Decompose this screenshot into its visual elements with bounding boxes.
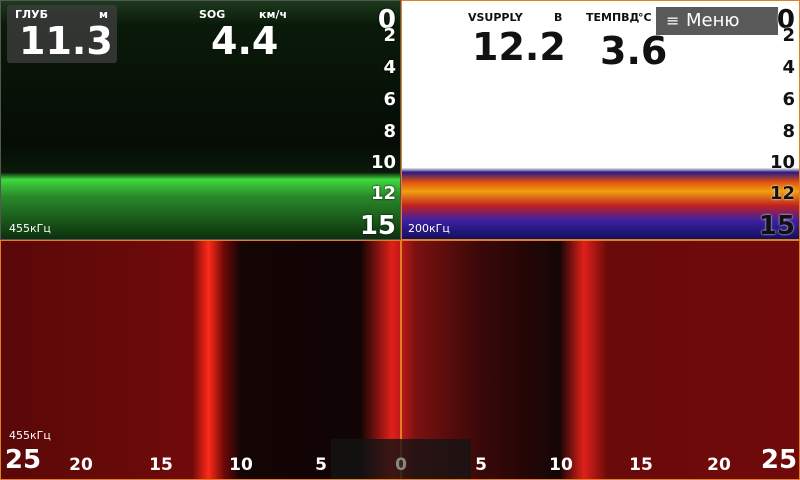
vsupply-label: VSUPPLY — [468, 11, 523, 24]
scale-label: 4 — [782, 57, 795, 78]
scale-label: 2 — [782, 25, 795, 46]
menu-button[interactable]: ≡ Меню — [656, 7, 778, 35]
temp-label: ТЕМПВД — [586, 11, 640, 24]
depth-value: 11.3 — [19, 19, 113, 63]
scale-label: 4 — [383, 57, 396, 78]
temp-value: 3.6 — [600, 29, 668, 73]
scale-label: 15 — [629, 455, 653, 475]
frequency: 455кГц — [9, 222, 51, 235]
scale-label: 10 — [229, 455, 253, 475]
side-imaging-pane: 455кГц 25 20 15 10 5 0 5 10 15 20 25 — [0, 240, 800, 480]
scale-label: 8 — [782, 121, 795, 142]
menu-label: Меню — [686, 10, 740, 31]
scale-label: 15 — [758, 211, 795, 240]
scale-label: 0 — [377, 5, 396, 35]
scale-label: 20 — [69, 455, 93, 475]
scale-label: 20 — [707, 455, 731, 475]
center-line — [400, 241, 402, 479]
scale-label: 10 — [549, 455, 573, 475]
scale-label: 12 — [370, 183, 396, 204]
depth-box — [7, 5, 117, 63]
scale-label: 15 — [149, 455, 173, 475]
scale-label: 6 — [782, 89, 795, 110]
frequency: 200кГц — [408, 222, 450, 235]
scale-label: 0 — [776, 5, 795, 35]
range-control[interactable] — [331, 439, 471, 479]
scale-label: 5 — [475, 455, 487, 475]
scale-label: 25 — [760, 445, 798, 475]
sonar-pane-left: ГЛУБ м 11.3 SOG км/ч 4.4 455кГц 0 2 4 6 8 10 1… — [0, 0, 401, 240]
scale-label: 6 — [383, 89, 396, 110]
scale-label: 2 — [383, 25, 396, 46]
vsupply-value: 12.2 — [472, 25, 566, 69]
sog-label: SOG — [199, 8, 226, 21]
depth-label: ГЛУБ — [15, 8, 49, 21]
depth-unit: м — [99, 8, 108, 21]
scale-label: 5 — [315, 455, 327, 475]
vsupply-unit: В — [554, 11, 563, 24]
scale-label: 15 — [359, 211, 396, 240]
sog-value: 4.4 — [211, 19, 279, 63]
scale-label: 10 — [769, 152, 795, 173]
scale-label: 8 — [383, 121, 396, 142]
scale-label: 10 — [370, 152, 396, 173]
scale-label: 25 — [4, 445, 42, 475]
frequency: 455кГц — [9, 429, 51, 442]
scale-label: 12 — [769, 183, 795, 204]
sonar-pane-right: VSUPPLY В 12.2 ТЕМПВД °C 3.6 ≡ Меню 200кГ… — [401, 0, 800, 240]
scale-label: 0 — [395, 455, 407, 475]
sog-unit: км/ч — [259, 8, 288, 21]
temp-unit: °C — [638, 11, 652, 24]
